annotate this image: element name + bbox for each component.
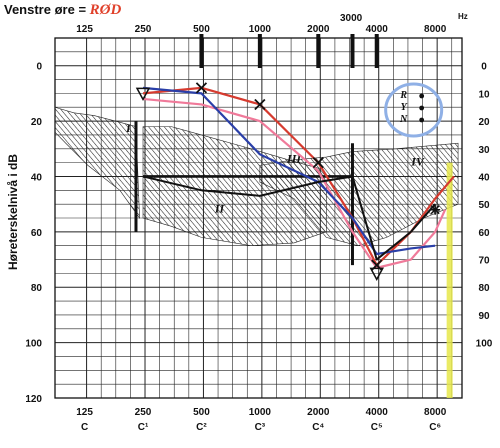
x-bottom-tick-label: 4000 bbox=[366, 407, 389, 418]
x-bottom-tick-label: 8000 bbox=[424, 407, 447, 418]
region-III bbox=[259, 142, 459, 247]
x-top-tick-label: 500 bbox=[193, 24, 210, 35]
frequency-note-3000: 3000 bbox=[340, 13, 363, 24]
y-tick-label: 60 bbox=[31, 228, 43, 239]
marker-x bbox=[254, 98, 266, 111]
highlight-letter: Y bbox=[401, 102, 408, 113]
marker-x bbox=[312, 156, 324, 169]
y-tick-label: 40 bbox=[31, 172, 43, 183]
x-bottom-note-label: C³ bbox=[255, 422, 266, 433]
x-bottom-tick-label: 125 bbox=[76, 407, 93, 418]
region-I bbox=[54, 106, 140, 219]
highlight-dot bbox=[419, 105, 425, 111]
x-bottom-tick-label: 2000 bbox=[307, 407, 330, 418]
y-right-tick-label: 70 bbox=[478, 256, 490, 267]
x-top-tick-label: 250 bbox=[135, 24, 152, 35]
highlight-circle bbox=[384, 82, 444, 138]
region-label-II: II bbox=[214, 201, 226, 215]
y-right-tick-label: 10 bbox=[478, 89, 490, 100]
series-line-4 bbox=[142, 175, 436, 261]
y-right-tick-label: 0 bbox=[481, 62, 487, 73]
x-bottom-note-label: C bbox=[81, 422, 88, 433]
y-right-tick-label: 80 bbox=[478, 283, 490, 294]
x-bottom-note-label: C⁵ bbox=[371, 422, 383, 433]
x-bottom-tick-label: 500 bbox=[193, 407, 210, 418]
x-top-tick-label: 8000 bbox=[424, 24, 447, 35]
hz-unit-label: Hz bbox=[458, 12, 468, 21]
x-top-tick-label: 125 bbox=[76, 24, 93, 35]
region-label-IV: IV bbox=[410, 154, 425, 168]
y-tick-label: 100 bbox=[25, 339, 42, 350]
y-tick-label: 120 bbox=[25, 394, 42, 405]
title-text: Venstre øre bbox=[4, 2, 75, 17]
marker-x bbox=[195, 82, 208, 94]
x-top-tick-label: 4000 bbox=[366, 24, 389, 35]
y-right-tick-label: 50 bbox=[478, 200, 490, 211]
x-top-tick-label: 1000 bbox=[249, 24, 272, 35]
x-bottom-note-label: C¹ bbox=[138, 422, 149, 433]
highlight-letter: N bbox=[399, 114, 408, 125]
x-bottom-tick-label: 250 bbox=[135, 407, 152, 418]
marker-star bbox=[430, 204, 441, 215]
y-right-tick-label: 90 bbox=[478, 311, 490, 322]
y-right-tick-label: 20 bbox=[478, 117, 490, 128]
highlight-dot bbox=[419, 117, 425, 123]
highlight-letter: R bbox=[399, 90, 407, 101]
frequency-mark bbox=[257, 34, 262, 68]
y-right-tick-label: 40 bbox=[478, 172, 490, 183]
frequency-mark bbox=[350, 34, 355, 68]
x-bottom-note-label: C⁶ bbox=[429, 422, 441, 433]
y-tick-label: 20 bbox=[31, 117, 43, 128]
x-bottom-tick-label: 1000 bbox=[249, 407, 272, 418]
frequency-mark bbox=[374, 34, 379, 68]
marker-triangle bbox=[369, 267, 384, 281]
y-tick-label: 0 bbox=[36, 62, 42, 73]
region-label-I: I bbox=[125, 121, 132, 135]
series-line-2 bbox=[142, 97, 447, 269]
x-top-tick-label: 2000 bbox=[307, 24, 330, 35]
marker-triangle bbox=[135, 87, 151, 101]
y-right-tick-label: 60 bbox=[478, 228, 490, 239]
page-title: Venstre øre = RØD bbox=[4, 2, 122, 18]
frequency-mark bbox=[199, 34, 204, 68]
y-tick-label: 80 bbox=[31, 283, 43, 294]
title-annotation: RØD bbox=[89, 2, 122, 18]
y-right-tick-label: 100 bbox=[476, 339, 493, 350]
frequency-mark bbox=[316, 34, 321, 68]
region-label-III: III bbox=[286, 152, 302, 166]
x-bottom-note-label: C² bbox=[196, 422, 207, 433]
highlight-dot bbox=[419, 93, 425, 99]
y-right-tick-label: 30 bbox=[478, 145, 490, 156]
series-line-3 bbox=[142, 86, 436, 256]
x-bottom-note-label: C⁴ bbox=[312, 422, 324, 433]
